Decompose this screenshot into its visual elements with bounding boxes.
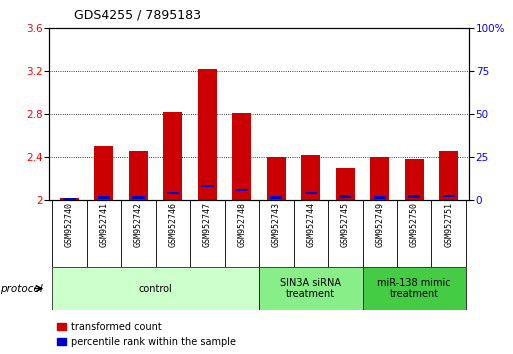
- Bar: [267, 157, 286, 200]
- Bar: [305, 192, 317, 194]
- Text: GSM952749: GSM952749: [375, 202, 384, 247]
- Bar: [235, 189, 248, 191]
- Bar: [129, 151, 148, 200]
- Text: control: control: [139, 284, 172, 293]
- Text: GSM952742: GSM952742: [134, 202, 143, 247]
- Text: GSM952747: GSM952747: [203, 202, 212, 247]
- Bar: [167, 192, 179, 194]
- Bar: [259, 267, 363, 310]
- Bar: [198, 69, 217, 200]
- Bar: [405, 159, 424, 200]
- Text: GSM952743: GSM952743: [272, 202, 281, 247]
- Bar: [439, 151, 458, 200]
- Text: protocol: protocol: [1, 284, 43, 293]
- Bar: [443, 195, 455, 197]
- Bar: [98, 196, 110, 199]
- Bar: [232, 113, 251, 200]
- Bar: [336, 168, 355, 200]
- Bar: [370, 157, 389, 200]
- Bar: [94, 146, 113, 200]
- Text: GSM952751: GSM952751: [444, 202, 453, 247]
- Bar: [373, 196, 386, 199]
- Legend: transformed count, percentile rank within the sample: transformed count, percentile rank withi…: [53, 318, 240, 351]
- Bar: [270, 196, 283, 199]
- Text: miR-138 mimic
treatment: miR-138 mimic treatment: [378, 278, 451, 299]
- Text: SIN3A siRNA
treatment: SIN3A siRNA treatment: [280, 278, 341, 299]
- Text: GSM952748: GSM952748: [238, 202, 246, 247]
- Bar: [132, 196, 145, 199]
- Text: GSM952740: GSM952740: [65, 202, 74, 247]
- Bar: [363, 267, 466, 310]
- Text: GSM952750: GSM952750: [410, 202, 419, 247]
- Bar: [60, 198, 79, 200]
- Bar: [163, 112, 182, 200]
- Text: GDS4255 / 7895183: GDS4255 / 7895183: [74, 8, 202, 21]
- Bar: [52, 267, 259, 310]
- Bar: [63, 198, 75, 200]
- Text: GSM952741: GSM952741: [100, 202, 108, 247]
- Bar: [339, 195, 351, 198]
- Bar: [201, 185, 213, 188]
- Text: GSM952745: GSM952745: [341, 202, 350, 247]
- Bar: [408, 195, 420, 198]
- Text: GSM952744: GSM952744: [306, 202, 315, 247]
- Text: GSM952746: GSM952746: [168, 202, 177, 247]
- Bar: [301, 155, 320, 200]
